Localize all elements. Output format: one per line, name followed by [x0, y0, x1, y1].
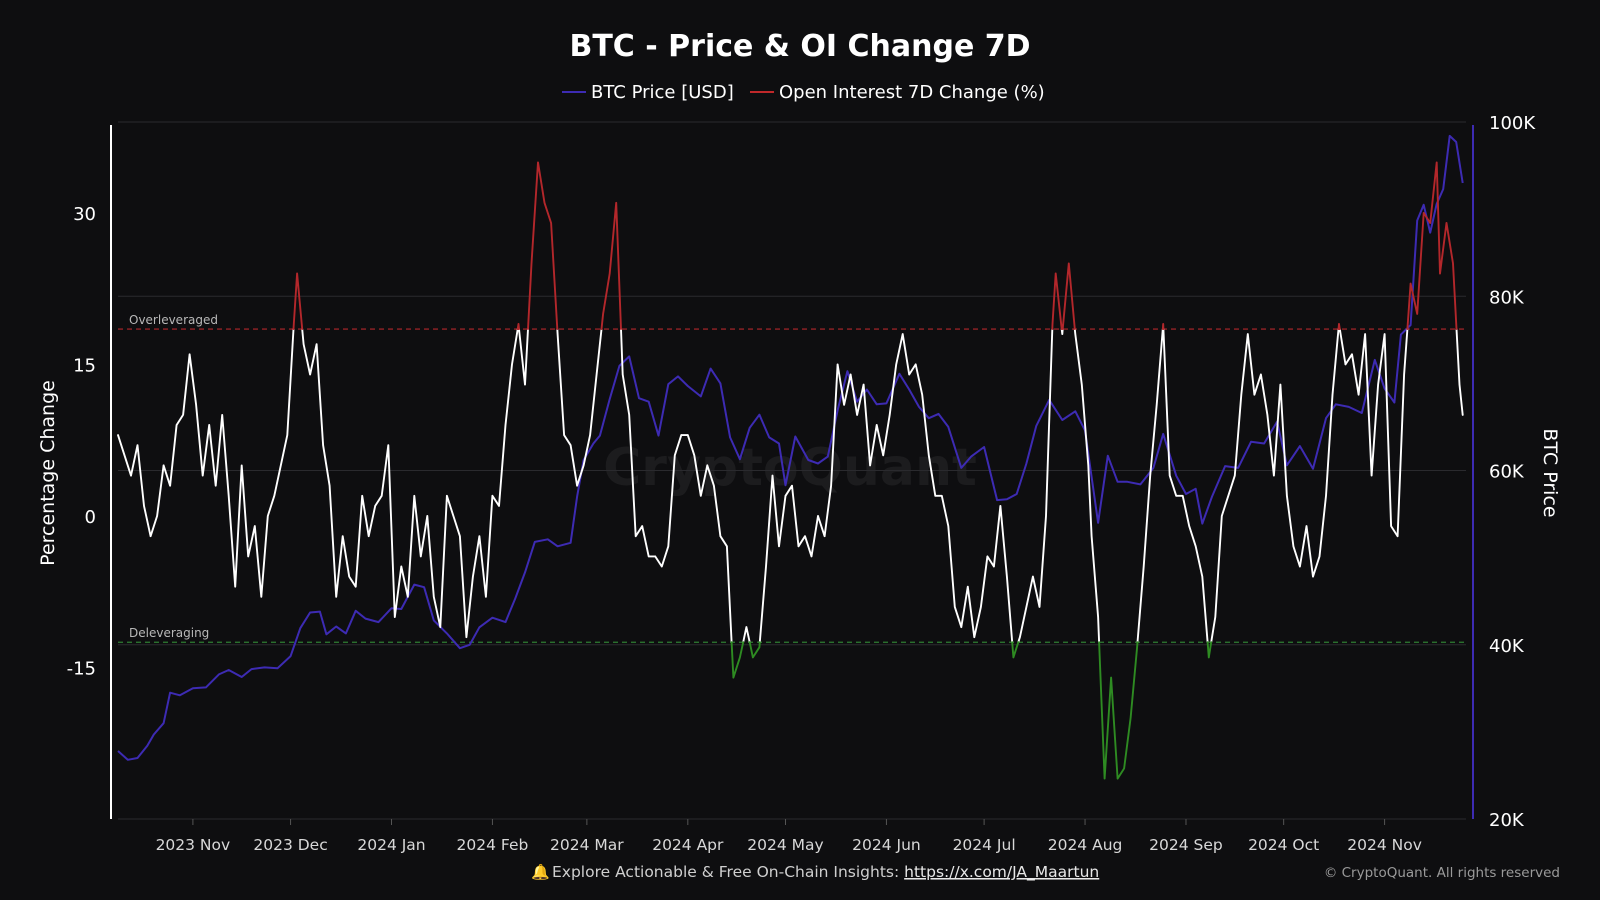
- svg-text:Explore Actionable & Free On-C: Explore Actionable & Free On-Chain Insig…: [552, 863, 1099, 882]
- y-tick-label: 30: [73, 204, 96, 225]
- grid: [118, 122, 1466, 819]
- footer-copyright: © CryptoQuant. All rights reserved: [1324, 865, 1560, 881]
- x-tick-label: 2024 Mar: [550, 836, 624, 854]
- x-tick-label: 2024 May: [747, 836, 823, 854]
- y2-tick-label: 80K: [1489, 287, 1525, 308]
- x-tick-label: 2024 Aug: [1048, 836, 1123, 854]
- legend-btc-label: BTC Price [USD]: [591, 82, 734, 103]
- threshold-label: Overleveraged: [129, 313, 218, 327]
- series-oi-change-line-high: [294, 162, 1457, 329]
- y2-tick-label: 20K: [1489, 810, 1525, 831]
- x-tick-label: 2024 Sep: [1149, 836, 1223, 854]
- y2-axis-label: BTC Price: [1539, 428, 1561, 517]
- series-layer: [118, 136, 1463, 779]
- x-tick-label: 2024 Nov: [1347, 836, 1422, 854]
- chart-title: BTC - Price & OI Change 7D: [569, 29, 1030, 64]
- x-tick-label: 2024 Jul: [953, 836, 1016, 854]
- y-tick-label: 0: [85, 507, 96, 528]
- x-tick-label: 2024 Jun: [852, 836, 921, 854]
- series-oi-change-line-low: [732, 642, 1212, 778]
- legend: BTC Price [USD] Open Interest 7D Change …: [562, 82, 1045, 103]
- x-tick-label: 2024 Oct: [1248, 836, 1319, 854]
- x-tick-label: 2024 Feb: [457, 836, 529, 854]
- x-tick-label: 2023 Dec: [253, 836, 327, 854]
- x-tick-label: 2024 Jan: [357, 836, 425, 854]
- footer: 🔔 Explore Actionable & Free On-Chain Ins…: [531, 863, 1560, 882]
- y-tick-label: -15: [67, 658, 96, 679]
- footer-link[interactable]: https://x.com/JA_Maartun: [904, 863, 1099, 882]
- legend-oi-label: Open Interest 7D Change (%): [779, 82, 1045, 103]
- y2-tick-label: 100K: [1489, 113, 1536, 134]
- bell-icon: 🔔: [531, 863, 550, 881]
- threshold-label: Deleveraging: [129, 626, 209, 640]
- footer-cta-text: Explore Actionable & Free On-Chain Insig…: [552, 863, 904, 881]
- y2-tick-label: 40K: [1489, 636, 1525, 657]
- y-axis-label: Percentage Change: [37, 380, 59, 566]
- y2-tick-label: 60K: [1489, 462, 1525, 483]
- x-tick-label: 2024 Apr: [652, 836, 724, 854]
- y-tick-label: 15: [73, 355, 96, 376]
- x-tick-label: 2023 Nov: [156, 836, 231, 854]
